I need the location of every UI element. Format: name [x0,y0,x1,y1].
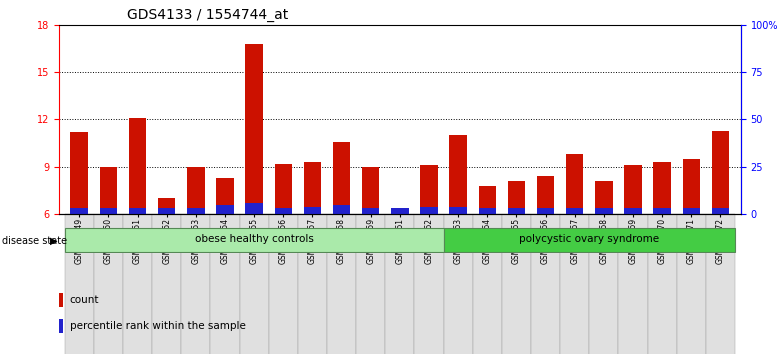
Bar [508,209,525,214]
Bar [356,214,385,354]
Bar [332,142,350,214]
Bar [478,186,496,214]
Bar [187,209,205,214]
Bar [537,209,554,214]
Bar [624,165,642,214]
Bar [59,319,63,333]
Bar [216,178,234,214]
Bar [181,214,210,354]
Bar [648,214,677,354]
Bar [449,135,467,214]
Bar [303,162,321,214]
Bar [187,167,205,214]
Bar [362,209,379,214]
Bar [683,209,700,214]
Bar [502,214,531,354]
Bar [59,293,63,307]
Bar [531,214,560,354]
Bar [71,209,88,214]
Bar [566,209,583,214]
Bar [508,181,525,214]
Bar [158,209,176,214]
Bar [706,214,735,354]
Bar [303,207,321,214]
Bar [444,214,473,354]
Bar [327,214,356,354]
Bar [590,214,619,354]
Bar [391,208,408,214]
Bar [385,214,415,354]
Bar [129,118,147,214]
Bar [158,198,176,214]
Bar [653,162,671,214]
Bar [332,205,350,214]
Bar [100,209,117,214]
Bar [269,214,298,354]
Bar [712,131,729,214]
Bar [624,209,642,214]
Bar [100,167,117,214]
Bar [391,209,408,214]
Bar [449,207,467,214]
Bar [71,132,88,214]
Bar [123,214,152,354]
Bar [152,214,181,354]
Bar [362,167,379,214]
Bar [420,207,437,214]
Text: obese healthy controls: obese healthy controls [194,234,314,244]
Text: GDS4133 / 1554744_at: GDS4133 / 1554744_at [127,8,289,22]
Bar [415,214,444,354]
Text: disease state: disease state [2,236,67,246]
Bar [240,214,269,354]
Bar [216,205,234,214]
FancyBboxPatch shape [444,228,735,252]
Bar [94,214,123,354]
Bar [129,209,147,214]
Bar [274,164,292,214]
Bar [677,214,706,354]
Bar [245,203,263,214]
Text: percentile rank within the sample: percentile rank within the sample [70,321,245,331]
Bar [712,209,729,214]
Bar [566,154,583,214]
Text: ▶: ▶ [49,236,57,246]
Bar [210,214,240,354]
Bar [478,209,496,214]
FancyBboxPatch shape [64,228,444,252]
Text: count: count [70,295,100,306]
Bar [274,209,292,214]
Bar [560,214,590,354]
Bar [473,214,502,354]
Bar [619,214,648,354]
Bar [653,209,671,214]
Bar [64,214,94,354]
Text: polycystic ovary syndrome: polycystic ovary syndrome [519,234,659,244]
Bar [595,209,612,214]
Bar [245,44,263,214]
Bar [420,165,437,214]
Bar [298,214,327,354]
Bar [595,181,612,214]
Bar [537,176,554,214]
Bar [683,159,700,214]
